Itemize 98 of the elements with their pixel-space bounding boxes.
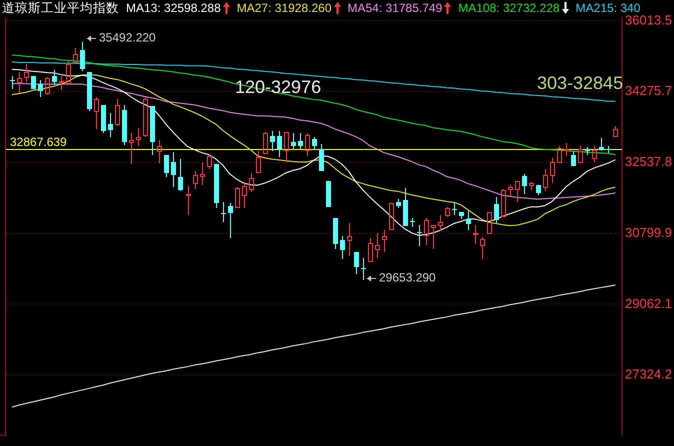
candlestick xyxy=(186,186,191,216)
candlestick xyxy=(284,132,289,162)
candlestick xyxy=(382,230,387,252)
candlestick xyxy=(249,172,254,192)
candlestick xyxy=(550,158,555,184)
candlestick xyxy=(403,188,408,226)
candlestick xyxy=(326,181,331,207)
text: MA27: 31928.260 xyxy=(236,1,332,15)
chart-title: 道琼斯工业平均指数 xyxy=(2,0,119,15)
candlestick xyxy=(129,132,134,164)
candlestick xyxy=(207,154,212,170)
candlestick xyxy=(31,76,36,89)
candlestick xyxy=(438,214,443,232)
candlestick xyxy=(613,126,618,137)
candlestick xyxy=(193,170,198,190)
y-tick-label: 30799.9 xyxy=(625,224,672,240)
candlestick xyxy=(445,206,450,218)
y-tick-label: 29062.1 xyxy=(625,296,672,311)
candlestick xyxy=(354,252,359,274)
candlestick xyxy=(52,70,57,86)
candlestick xyxy=(164,155,169,178)
candlestick xyxy=(73,48,78,63)
candlestick xyxy=(80,42,85,72)
candlestick xyxy=(270,130,275,152)
y-tick-label: 34275.7 xyxy=(625,83,672,98)
candlestick xyxy=(17,72,22,94)
text: MA13: 32598.288 xyxy=(126,1,221,15)
candlestick xyxy=(122,104,127,146)
candlestick xyxy=(515,181,520,202)
candlestick xyxy=(200,162,205,186)
candlestick xyxy=(487,212,492,234)
candlestick xyxy=(10,76,15,90)
annotation: 29653.290 xyxy=(379,270,436,284)
candlestick xyxy=(557,146,562,163)
candlestick xyxy=(171,152,176,188)
candlestick xyxy=(466,210,471,230)
candlestick xyxy=(101,105,106,134)
candlestick xyxy=(228,202,233,238)
candlestick xyxy=(291,132,296,150)
candlestick xyxy=(94,96,99,130)
candlestick xyxy=(108,112,113,138)
candlestick xyxy=(543,168,548,192)
candlestick xyxy=(66,60,71,84)
candlestick xyxy=(305,132,310,156)
candlestick xyxy=(312,136,317,150)
candlestick xyxy=(143,96,148,138)
candlestick xyxy=(178,158,183,192)
candlestick xyxy=(298,132,303,150)
text: MA108: 32732.228 xyxy=(458,1,560,15)
candlestick xyxy=(417,224,422,246)
candlestick xyxy=(24,64,29,82)
candlestick xyxy=(214,164,219,208)
candlestick xyxy=(347,222,352,256)
candlestick xyxy=(501,188,506,217)
candlestick xyxy=(333,218,338,250)
candlestick xyxy=(480,236,485,260)
candlestick xyxy=(585,146,590,156)
candlestick xyxy=(136,128,141,146)
candlestick xyxy=(340,236,345,260)
y-tick-label: 32537.8 xyxy=(625,154,672,170)
candlestick xyxy=(38,80,43,98)
candlestick xyxy=(319,144,324,171)
candlestick xyxy=(410,218,415,228)
candlestick xyxy=(599,138,604,152)
candlestick xyxy=(256,150,261,173)
candlestick xyxy=(494,196,499,224)
candlestick xyxy=(115,98,120,126)
candlestick xyxy=(536,185,541,196)
candlestick xyxy=(87,72,92,112)
candlestick xyxy=(508,184,513,196)
candlestick xyxy=(459,212,464,220)
candlestick xyxy=(529,182,534,190)
candlestick xyxy=(277,130,282,158)
candlestick xyxy=(242,182,247,208)
candlestick xyxy=(473,224,478,244)
candlestick xyxy=(235,186,240,208)
candlestick xyxy=(578,146,583,163)
candlestick xyxy=(424,218,429,246)
candlestick xyxy=(368,238,373,262)
candlestick xyxy=(375,232,380,258)
annotation: 35492.220 xyxy=(99,30,156,44)
candlestick xyxy=(522,174,527,194)
candlestick xyxy=(571,150,576,166)
candlestick xyxy=(150,106,155,156)
candlestick xyxy=(592,146,597,162)
text: MA54: 31785.749 xyxy=(348,1,442,15)
candlestick xyxy=(606,146,611,154)
y-tick-label: 36013.5 xyxy=(625,12,672,28)
ref-line-label: 32867.639 xyxy=(10,135,68,150)
candlestick xyxy=(45,76,50,96)
candlestick xyxy=(59,76,64,90)
text: MA215: 340 xyxy=(576,1,640,15)
candlestick xyxy=(396,198,401,208)
y-tick-label: 27324.2 xyxy=(625,366,672,382)
candlestick xyxy=(564,142,569,156)
candlestick xyxy=(263,132,268,154)
candlestick xyxy=(431,225,436,250)
candlestick xyxy=(157,140,162,164)
